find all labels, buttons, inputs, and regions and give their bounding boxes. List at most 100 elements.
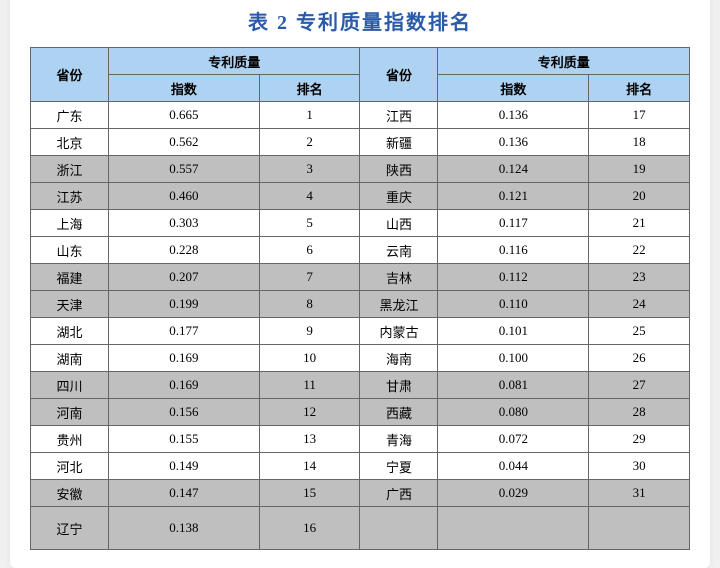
cell-index: 0.147	[108, 480, 259, 507]
cell-index: 0.116	[438, 237, 589, 264]
cell-rank: 30	[589, 453, 690, 480]
cell-province: 黑龙江	[360, 291, 438, 318]
table-row: 福建0.2077吉林0.11223	[31, 264, 690, 291]
cell-index: 0.081	[438, 372, 589, 399]
table-row: 浙江0.5573陕西0.12419	[31, 156, 690, 183]
table-header: 省份 专利质量 省份 专利质量 指数 排名 指数 排名	[31, 48, 690, 102]
cell-rank: 11	[259, 372, 360, 399]
cell-province: 山东	[31, 237, 109, 264]
cell-province: 海南	[360, 345, 438, 372]
table-row: 河北0.14914宁夏0.04430	[31, 453, 690, 480]
table-row: 广东0.6651江西0.13617	[31, 102, 690, 129]
cell-index: 0.136	[438, 129, 589, 156]
cell-index: 0.460	[108, 183, 259, 210]
cell-rank: 7	[259, 264, 360, 291]
cell-index: 0.044	[438, 453, 589, 480]
cell-province: 内蒙古	[360, 318, 438, 345]
cell-rank: 3	[259, 156, 360, 183]
table-row: 江苏0.4604重庆0.12120	[31, 183, 690, 210]
table-title: 表 2 专利质量指数排名	[10, 6, 710, 35]
cell-province: 安徽	[31, 480, 109, 507]
cell-rank: 10	[259, 345, 360, 372]
cell-index: 0.029	[438, 480, 589, 507]
cell-province: 湖北	[31, 318, 109, 345]
cell-rank: 26	[589, 345, 690, 372]
cell-index: 0.100	[438, 345, 589, 372]
cell-rank: 1	[259, 102, 360, 129]
cell-rank: 5	[259, 210, 360, 237]
cell-province: 云南	[360, 237, 438, 264]
cell-province: 宁夏	[360, 453, 438, 480]
cell-rank: 15	[259, 480, 360, 507]
cell-province: 广西	[360, 480, 438, 507]
cell-rank: 25	[589, 318, 690, 345]
cell-province: 广东	[31, 102, 109, 129]
th-quality-right: 专利质量	[438, 48, 690, 75]
cell-index: 0.121	[438, 183, 589, 210]
cell-rank: 2	[259, 129, 360, 156]
cell-province: 天津	[31, 291, 109, 318]
cell-rank: 17	[589, 102, 690, 129]
cell-index: 0.101	[438, 318, 589, 345]
table-row: 山东0.2286云南0.11622	[31, 237, 690, 264]
cell-index: 0.177	[108, 318, 259, 345]
cell-province: 浙江	[31, 156, 109, 183]
cell-province: 湖南	[31, 345, 109, 372]
cell-province: 青海	[360, 426, 438, 453]
cell-rank: 9	[259, 318, 360, 345]
th-rank-right: 排名	[589, 75, 690, 102]
cell-rank: 19	[589, 156, 690, 183]
cell-index: 0.155	[108, 426, 259, 453]
cell-rank: 27	[589, 372, 690, 399]
cell-index: 0.136	[438, 102, 589, 129]
cell-index	[438, 507, 589, 550]
cell-rank: 14	[259, 453, 360, 480]
cell-rank: 8	[259, 291, 360, 318]
cell-index: 0.117	[438, 210, 589, 237]
cell-province: 陕西	[360, 156, 438, 183]
cell-province: 江苏	[31, 183, 109, 210]
table-row: 天津0.1998黑龙江0.11024	[31, 291, 690, 318]
cell-rank: 31	[589, 480, 690, 507]
table-row: 河南0.15612西藏0.08028	[31, 399, 690, 426]
cell-province	[360, 507, 438, 550]
table-row: 贵州0.15513青海0.07229	[31, 426, 690, 453]
cell-rank: 24	[589, 291, 690, 318]
cell-index: 0.169	[108, 372, 259, 399]
cell-index: 0.149	[108, 453, 259, 480]
cell-province: 江西	[360, 102, 438, 129]
cell-rank: 16	[259, 507, 360, 550]
cell-province: 辽宁	[31, 507, 109, 550]
th-province-right: 省份	[360, 48, 438, 102]
table-row: 湖北0.1779内蒙古0.10125	[31, 318, 690, 345]
th-index-left: 指数	[108, 75, 259, 102]
cell-index: 0.665	[108, 102, 259, 129]
cell-rank: 13	[259, 426, 360, 453]
th-quality-left: 专利质量	[108, 48, 360, 75]
cell-index: 0.138	[108, 507, 259, 550]
cell-index: 0.562	[108, 129, 259, 156]
table-row: 上海0.3035山西0.11721	[31, 210, 690, 237]
cell-index: 0.112	[438, 264, 589, 291]
th-province-left: 省份	[31, 48, 109, 102]
cell-index: 0.110	[438, 291, 589, 318]
card: 表 2 专利质量指数排名 省份 专利质量 省份 专利质量 指数 排名 指数 排名…	[10, 0, 710, 568]
cell-rank: 21	[589, 210, 690, 237]
cell-rank: 23	[589, 264, 690, 291]
cell-province: 吉林	[360, 264, 438, 291]
cell-province: 甘肃	[360, 372, 438, 399]
th-rank-left: 排名	[259, 75, 360, 102]
cell-rank: 4	[259, 183, 360, 210]
table-row: 北京0.5622新疆0.13618	[31, 129, 690, 156]
cell-index: 0.199	[108, 291, 259, 318]
cell-rank: 20	[589, 183, 690, 210]
cell-rank: 22	[589, 237, 690, 264]
ranking-table: 省份 专利质量 省份 专利质量 指数 排名 指数 排名 广东0.6651江西0.…	[30, 47, 690, 550]
table-row: 四川0.16911甘肃0.08127	[31, 372, 690, 399]
th-index-right: 指数	[438, 75, 589, 102]
cell-index: 0.169	[108, 345, 259, 372]
cell-index: 0.207	[108, 264, 259, 291]
cell-province: 福建	[31, 264, 109, 291]
cell-index: 0.557	[108, 156, 259, 183]
cell-index: 0.303	[108, 210, 259, 237]
